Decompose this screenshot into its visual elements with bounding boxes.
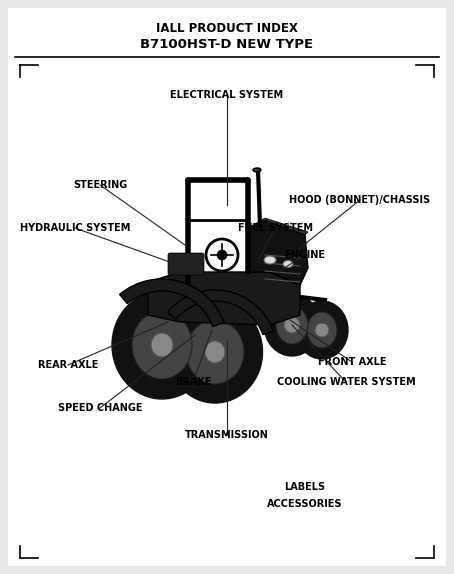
Ellipse shape	[253, 168, 261, 172]
Text: HYDRAULIC SYSTEM: HYDRAULIC SYSTEM	[20, 223, 130, 233]
Text: COOLING WATER SYSTEM: COOLING WATER SYSTEM	[276, 377, 415, 387]
Ellipse shape	[296, 301, 348, 359]
Text: FRONT AXLE: FRONT AXLE	[318, 357, 386, 367]
Circle shape	[315, 323, 329, 337]
Ellipse shape	[307, 312, 337, 348]
Ellipse shape	[264, 294, 320, 356]
Text: FUEL SYSTEM: FUEL SYSTEM	[237, 223, 312, 233]
Text: ELECTRICAL SYSTEM: ELECTRICAL SYSTEM	[170, 90, 284, 100]
Circle shape	[284, 317, 300, 333]
Ellipse shape	[264, 256, 276, 264]
Text: BRAKE: BRAKE	[175, 377, 211, 387]
Ellipse shape	[168, 301, 262, 403]
Text: STEERING: STEERING	[73, 180, 127, 190]
Polygon shape	[148, 272, 300, 325]
Text: IALL PRODUCT INDEX: IALL PRODUCT INDEX	[156, 21, 298, 34]
Ellipse shape	[276, 306, 308, 344]
Ellipse shape	[283, 261, 293, 267]
Text: LABELS: LABELS	[285, 482, 326, 492]
Text: SPEED CHANGE: SPEED CHANGE	[58, 403, 142, 413]
Ellipse shape	[186, 320, 244, 384]
Circle shape	[217, 250, 227, 260]
Wedge shape	[119, 279, 224, 327]
Polygon shape	[248, 218, 308, 235]
Ellipse shape	[205, 341, 225, 363]
Wedge shape	[168, 290, 273, 335]
Ellipse shape	[112, 291, 212, 399]
Text: ENGINE: ENGINE	[285, 250, 326, 260]
Polygon shape	[248, 220, 308, 285]
Ellipse shape	[132, 311, 192, 379]
Text: REAR AXLE: REAR AXLE	[38, 360, 98, 370]
Text: B7100HST-D NEW TYPE: B7100HST-D NEW TYPE	[140, 38, 314, 52]
Ellipse shape	[151, 333, 173, 357]
Text: TRANSMISSION: TRANSMISSION	[185, 430, 269, 440]
FancyBboxPatch shape	[168, 253, 204, 275]
Text: ACCESSORIES: ACCESSORIES	[267, 499, 343, 509]
Text: HOOD (BONNET)/CHASSIS: HOOD (BONNET)/CHASSIS	[290, 195, 430, 205]
